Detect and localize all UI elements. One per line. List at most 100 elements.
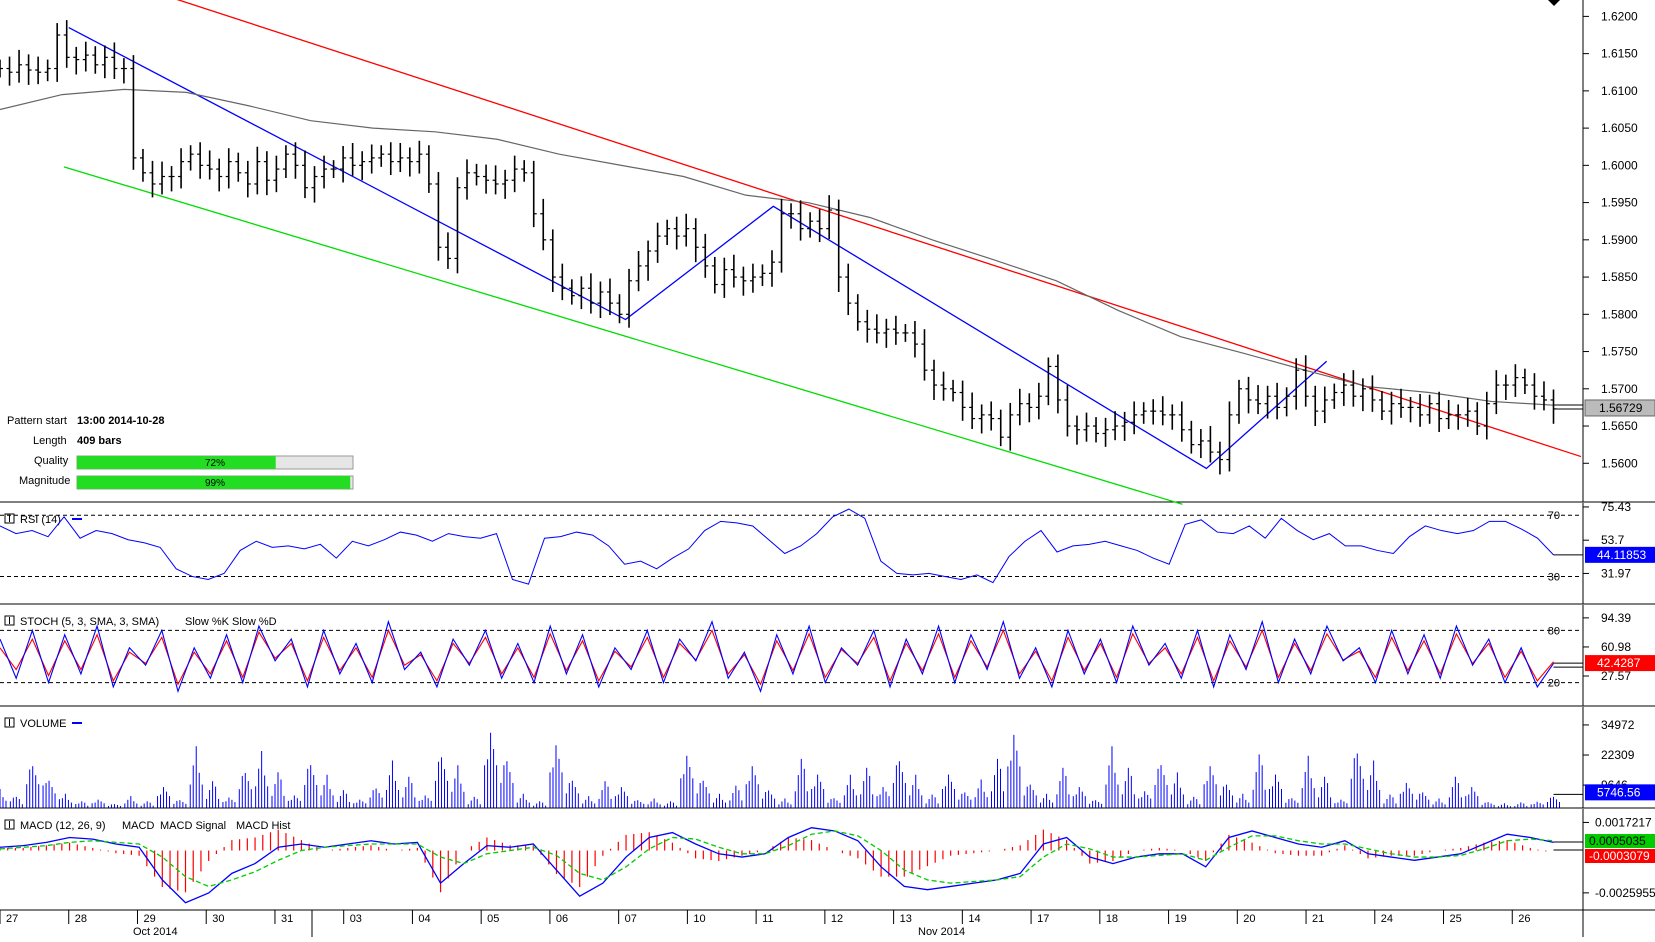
price-bar (1293, 358, 1300, 410)
price-bar (397, 143, 404, 173)
rsi-close-icon[interactable] (4, 513, 15, 524)
volume-current-label: 5746.56 (1597, 785, 1641, 799)
price-bar (387, 142, 394, 176)
price-bar (273, 155, 280, 193)
price-bar (873, 314, 880, 344)
price-bar (6, 56, 13, 86)
rsi-current-box (1585, 546, 1655, 563)
price-bar (807, 212, 814, 238)
price-bar (63, 20, 70, 68)
rsi-panel[interactable]: RSI (14) 70 30 75.43 53.7 31.97 44.11853 (0, 500, 1655, 605)
stoch-current-label: 42.4287 (1597, 656, 1641, 670)
price-bar (587, 273, 594, 314)
price-bar (82, 41, 89, 72)
price-bar (1016, 388, 1023, 426)
rsi-tick-label: 31.97 (1601, 566, 1631, 580)
macd-signal-line (0, 830, 1554, 888)
stoch-k-line (0, 619, 1554, 694)
macd-legend-hist: MACD Hist (236, 820, 290, 832)
pattern-start-label: Pattern start (7, 415, 67, 427)
price-bar (502, 169, 509, 199)
price-bar (473, 163, 480, 186)
price-bar (921, 329, 928, 381)
macd-hist-current-label: -0.0003079 (1589, 849, 1650, 863)
price-bar (378, 145, 385, 167)
quality-bar-fill (77, 456, 276, 469)
price-bar (788, 203, 795, 229)
quality-label: Quality (34, 455, 69, 467)
price-bar (187, 145, 194, 171)
price-panel[interactable]: 1.6200 1.6150 1.6100 1.6050 1.6000 1.5950 1.59… (0, 0, 1655, 505)
price-bar (797, 200, 804, 241)
price-bar (559, 263, 566, 301)
price-bar (711, 256, 718, 294)
price-bar (1369, 375, 1376, 412)
price-bar (368, 144, 375, 174)
price-bar (1216, 441, 1223, 475)
price-bar (206, 150, 213, 180)
price-bar (1540, 381, 1547, 411)
macd-tick-label: 0.0017217 (1595, 815, 1652, 829)
month-label: Nov 2014 (918, 926, 965, 937)
macd-current-box (1585, 834, 1655, 848)
price-bar (702, 233, 709, 278)
price-bar (1035, 382, 1042, 420)
price-bar (606, 278, 613, 316)
price-bar (1188, 420, 1195, 454)
price-bar (892, 315, 899, 345)
price-bar (1274, 382, 1281, 420)
price-bar (692, 218, 699, 263)
price-bar (978, 404, 985, 434)
price-tick-label: 1.6100 (1601, 84, 1638, 98)
macd-close-icon[interactable] (4, 819, 15, 830)
day-label: 06 (556, 913, 568, 925)
scroll-marker-icon[interactable] (1548, 0, 1560, 6)
macd-legend-signal: MACD Signal (160, 820, 226, 832)
magnitude-value: 99% (205, 478, 225, 489)
magnitude-label: Magnitude (19, 475, 70, 487)
day-label: 10 (693, 913, 705, 925)
macd-current-label: 0.0005035 (1589, 834, 1646, 848)
price-bar (1207, 426, 1214, 463)
price-bar (25, 54, 32, 85)
rsi-tick-label: 53.7 (1601, 533, 1625, 547)
price-bar (664, 219, 671, 246)
price-bar (1302, 355, 1309, 407)
price-bar (44, 59, 51, 82)
macd-title: MACD (12, 26, 9) (20, 820, 106, 832)
price-bar (1331, 383, 1338, 409)
day-label: 07 (625, 913, 637, 925)
stochastic-panel[interactable]: STOCH (5, 3, SMA, 3, SMA) Slow %K Slow %… (0, 605, 1655, 707)
price-bar (464, 159, 471, 200)
day-label: 24 (1381, 913, 1393, 925)
price-bar (1512, 364, 1519, 397)
price-bar (864, 309, 871, 343)
day-label: 28 (75, 913, 87, 925)
price-bar (35, 56, 42, 85)
volume-close-icon[interactable] (4, 717, 15, 728)
price-bar (54, 23, 61, 82)
price-bar (282, 145, 289, 179)
price-bar (1083, 412, 1090, 442)
price-bar (549, 229, 556, 292)
day-label: 18 (1106, 913, 1118, 925)
day-label: 04 (418, 913, 430, 925)
volume-current-box (1585, 784, 1655, 801)
price-bar (1426, 394, 1433, 424)
price-bar (454, 177, 461, 274)
volume-panel[interactable]: VOLUME 349722230996465746.56 (0, 707, 1655, 809)
macd-panel[interactable]: MACD (12, 26, 9) MACD MACD Signal MACD H… (0, 809, 1655, 911)
stoch-tick-label: 94.39 (1601, 611, 1631, 625)
price-bar (425, 145, 432, 193)
rsi-level-label: 70 (1548, 510, 1560, 522)
day-label: 17 (1037, 913, 1049, 925)
stoch-close-icon[interactable] (4, 615, 15, 626)
price-tick-label: 1.5800 (1601, 307, 1638, 321)
price-bar (1121, 411, 1128, 441)
price-bar (178, 148, 185, 189)
price-bar (1073, 415, 1080, 445)
price-bar (931, 359, 938, 400)
price-bar (826, 195, 833, 240)
price-bar (1388, 391, 1395, 425)
